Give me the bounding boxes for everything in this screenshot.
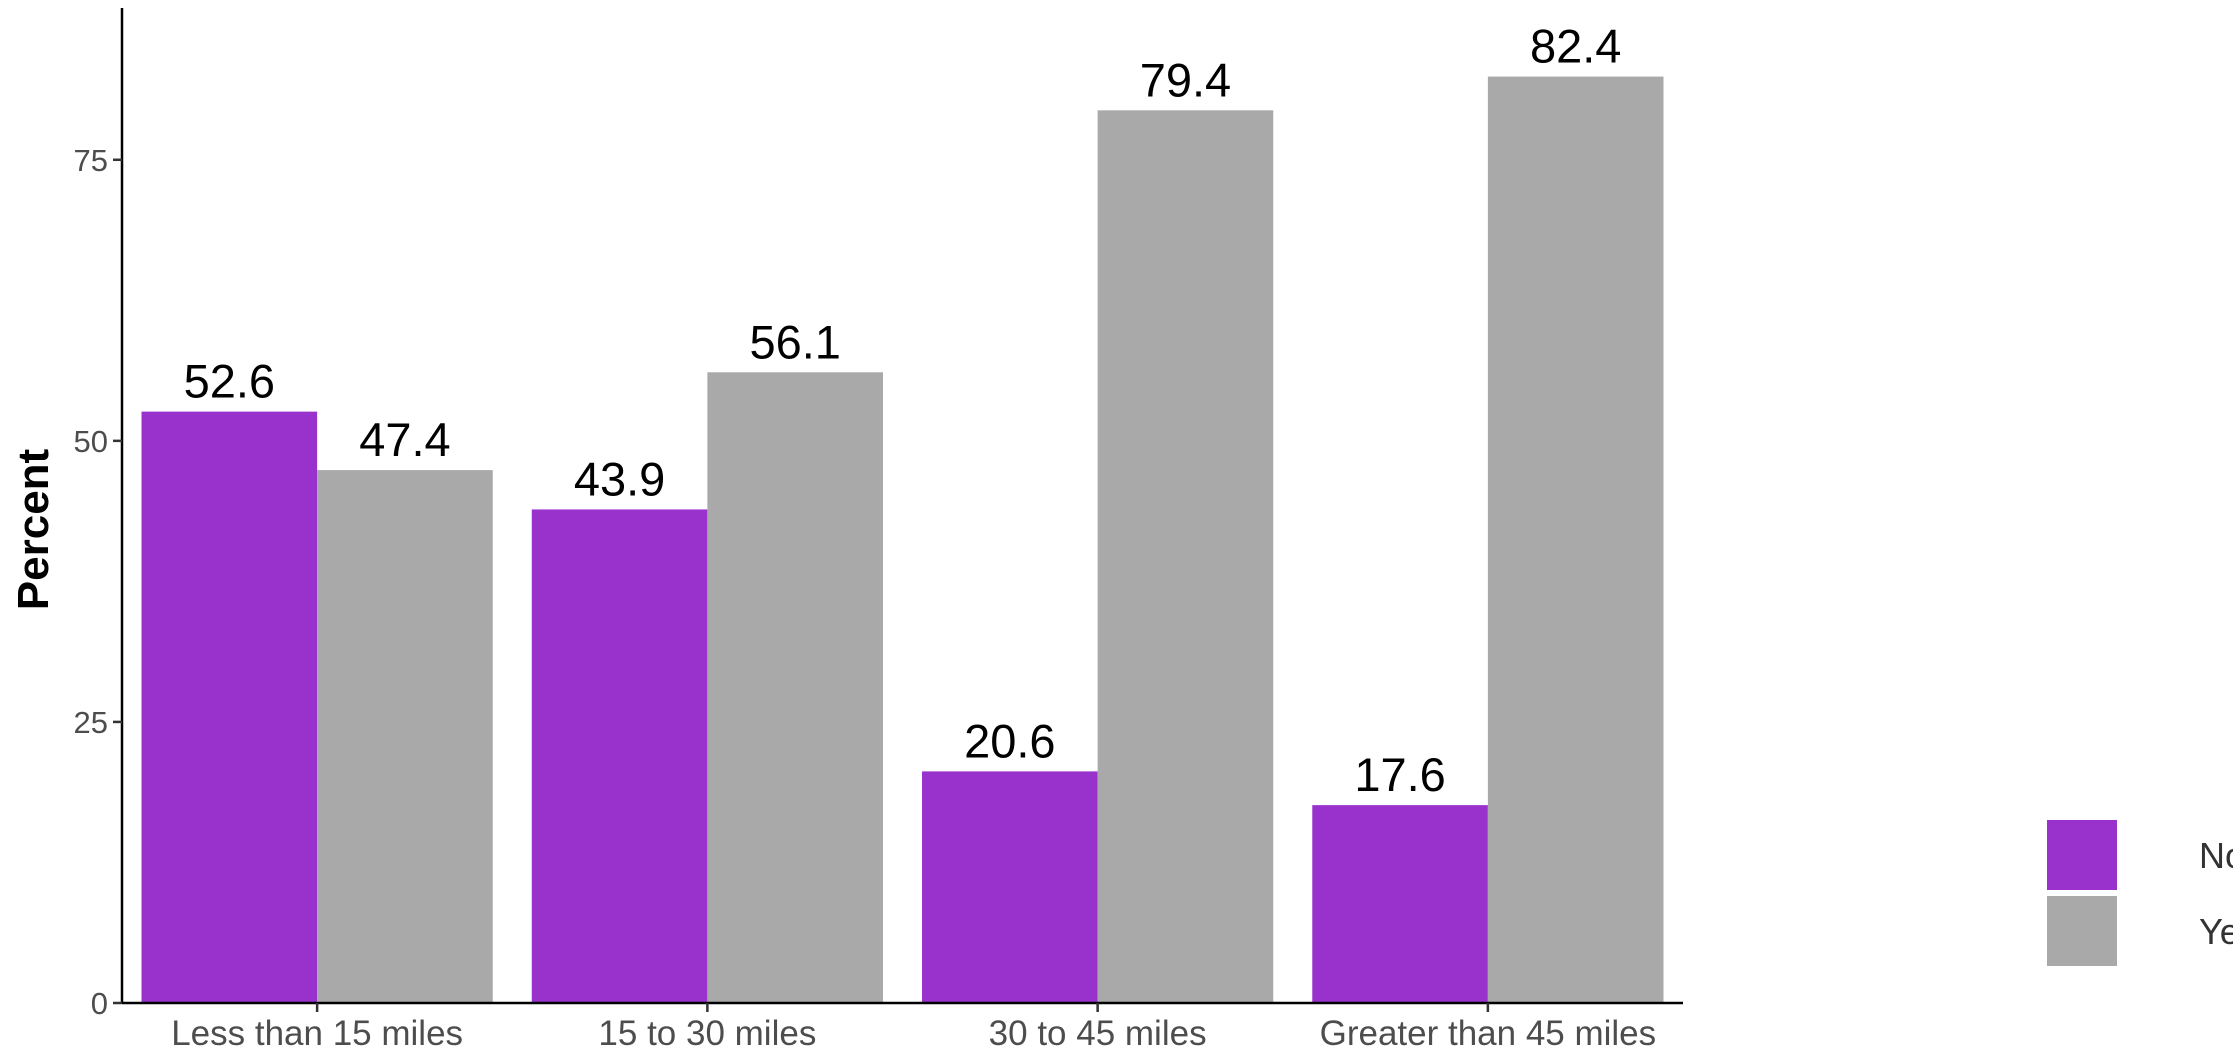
bar-yes [707,372,883,1003]
bar-no [141,411,318,1003]
data-labels-layer: 52.6 47.4 43.9 56.1 20.6 79.4 17.6 82.4 [184,20,1622,802]
x-ticks: Less than 15 miles 15 to 30 miles 30 to 45… [171,1003,1656,1051]
legend-label: Yes [2199,911,2233,952]
y-ticks: 0 25 50 75 [74,143,122,1021]
bar-yes [1487,76,1664,1004]
legend: No Yes [2047,820,2233,966]
data-label: 43.9 [574,452,665,505]
y-tick-label: 25 [74,705,108,740]
legend-label: No [2199,835,2233,876]
data-label: 79.4 [1140,53,1231,106]
x-tick-label: 15 to 30 miles [598,1014,816,1051]
y-axis-title: Percent [9,448,58,610]
y-tick-label: 50 [74,424,108,459]
y-tick-label: 75 [74,143,108,178]
bar-no [531,509,708,1003]
axes-layer: 0 25 50 75 Less than 15 miles 15 to 30 miles… [74,8,1683,1051]
bars-layer [141,76,1664,1004]
bar-yes [1097,110,1274,1004]
legend-key-yes [2047,896,2117,966]
legend-key-no [2047,820,2117,890]
data-label: 82.4 [1530,20,1621,73]
x-tick-label: Greater than 45 miles [1320,1014,1657,1051]
data-label: 20.6 [964,714,1055,767]
bar-yes [317,470,493,1004]
bar-no [922,771,1098,1003]
data-label: 47.4 [359,413,450,466]
data-label: 56.1 [749,315,840,368]
y-tick-label: 0 [91,986,108,1021]
bar-no [1312,805,1488,1003]
data-label: 52.6 [184,355,275,408]
x-tick-label: 30 to 45 miles [989,1014,1207,1051]
data-label: 17.6 [1354,748,1445,801]
x-tick-label: Less than 15 miles [171,1014,463,1051]
